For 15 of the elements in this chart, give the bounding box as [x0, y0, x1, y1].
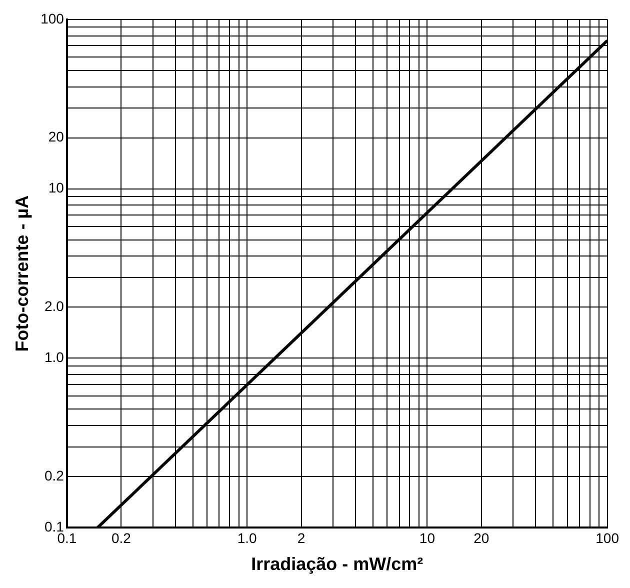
x-tick-label: 20: [474, 530, 490, 546]
x-tick-label: 0.2: [111, 530, 132, 546]
y-tick-label: 20: [48, 128, 64, 145]
y-tick-label: 10: [48, 180, 64, 196]
x-tick-label: 100: [596, 530, 620, 546]
x-tick-label: 2: [297, 530, 306, 546]
y-tick-label: 0.1: [44, 518, 64, 534]
x-tick-label: 1.0: [237, 530, 258, 546]
y-tick-label: 1.0: [44, 349, 64, 366]
y-axis-title: Foto-corrente - µA: [12, 195, 32, 352]
y-tick-label: 100: [40, 10, 64, 26]
x-tick-label: 10: [419, 530, 436, 546]
y-tick-label: 0.2: [44, 467, 64, 484]
y-tick-label: 2.0: [44, 298, 64, 314]
x-axis-title: Irradiação - mW/cm²: [251, 554, 424, 574]
